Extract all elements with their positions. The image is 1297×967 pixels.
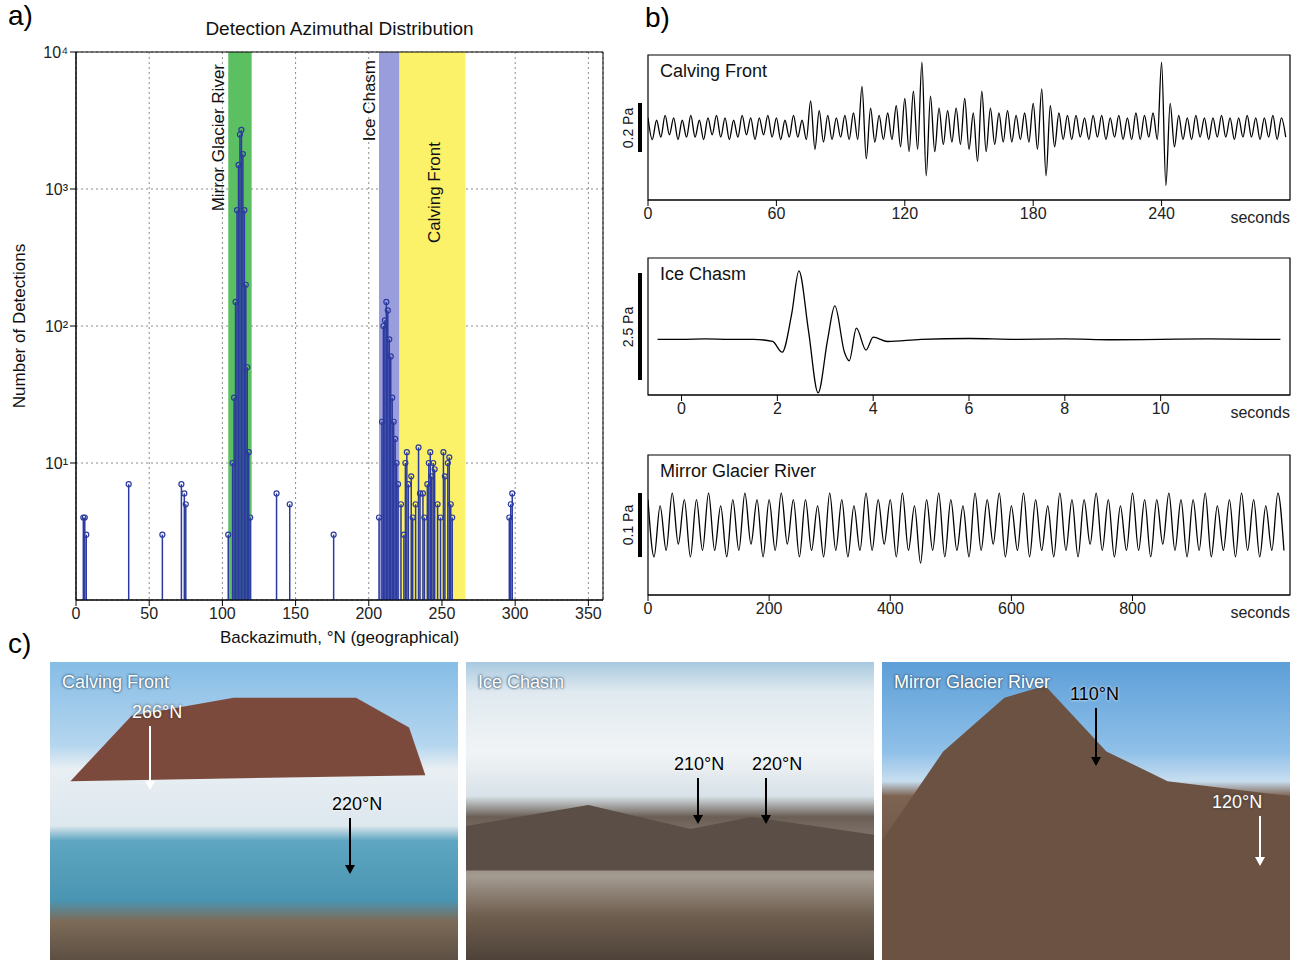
- html-text:Number of Detections: Number of Detections: [10, 243, 29, 409]
- html-text:120°N: 120°N: [1212, 792, 1263, 812]
- svg-text:0: 0: [644, 205, 653, 222]
- svg-text:180: 180: [1020, 205, 1047, 222]
- html-text:b): b): [645, 2, 670, 33]
- html-text:Mirror Glacier River: Mirror Glacier River: [894, 672, 1050, 692]
- svg-text:10: 10: [1152, 400, 1170, 417]
- svg-text:6: 6: [965, 400, 974, 417]
- svg-text:4: 4: [869, 400, 878, 417]
- html-text:Backazimuth, °N (geographical): Backazimuth, °N (geographical): [219, 628, 460, 647]
- svg-text:10²: 10²: [45, 318, 69, 335]
- svg-text:Calving Front: Calving Front: [425, 142, 444, 243]
- svg-text:300: 300: [502, 605, 529, 622]
- html-text:seconds: seconds: [1230, 604, 1290, 621]
- html-text:2.5 Pa: 2.5 Pa: [620, 306, 636, 347]
- html-text:0.1 Pa: 0.1 Pa: [620, 504, 636, 546]
- html-text:seconds: seconds: [1230, 404, 1290, 421]
- svg-text:10¹: 10¹: [45, 455, 68, 472]
- svg-text:2: 2: [773, 400, 782, 417]
- html-text:Mirror Glacier River: Mirror Glacier River: [660, 461, 816, 481]
- svg-text:150: 150: [282, 605, 309, 622]
- html-text:seconds: seconds: [1230, 209, 1290, 226]
- svg-text:800: 800: [1119, 600, 1146, 617]
- svg-text:0: 0: [644, 600, 653, 617]
- html-text:110°N: 110°N: [1070, 684, 1119, 704]
- svg-text:Mirror Glacier River: Mirror Glacier River: [209, 64, 228, 212]
- svg-text:350: 350: [575, 605, 602, 622]
- svg-text:50: 50: [140, 605, 158, 622]
- svg-text:0: 0: [677, 400, 686, 417]
- svg-text:120: 120: [891, 205, 918, 222]
- svg-text:240: 240: [1148, 205, 1175, 222]
- svg-text:400: 400: [877, 600, 904, 617]
- svg-text:Ice Chasm: Ice Chasm: [360, 60, 379, 141]
- html-text:220°N: 220°N: [332, 794, 383, 814]
- html-text:Calving Front: Calving Front: [62, 672, 169, 692]
- svg-text:8: 8: [1060, 400, 1069, 417]
- svg-text:600: 600: [998, 600, 1025, 617]
- html-text:210°N: 210°N: [674, 754, 725, 774]
- svg-text:100: 100: [209, 605, 236, 622]
- html-text:Ice Chasm: Ice Chasm: [478, 672, 564, 692]
- svg-text:60: 60: [768, 205, 786, 222]
- html-text:266°N: 266°N: [132, 702, 183, 722]
- html-text:Calving Front: Calving Front: [660, 61, 767, 81]
- html-text:c): c): [8, 628, 32, 659]
- svg-text:0: 0: [72, 605, 81, 622]
- svg-text:10³: 10³: [45, 181, 69, 198]
- svg-text:10⁴: 10⁴: [43, 44, 68, 61]
- html-text:Detection Azimuthal Distributi: Detection Azimuthal Distribution: [205, 18, 474, 39]
- svg-text:200: 200: [756, 600, 783, 617]
- svg-text:250: 250: [429, 605, 456, 622]
- svg-text:200: 200: [355, 605, 382, 622]
- html-text:0.2 Pa: 0.2 Pa: [620, 107, 636, 148]
- html-text:220°N: 220°N: [752, 754, 803, 774]
- html-text:a): a): [8, 0, 33, 31]
- html-text:Ice Chasm: Ice Chasm: [660, 264, 746, 284]
